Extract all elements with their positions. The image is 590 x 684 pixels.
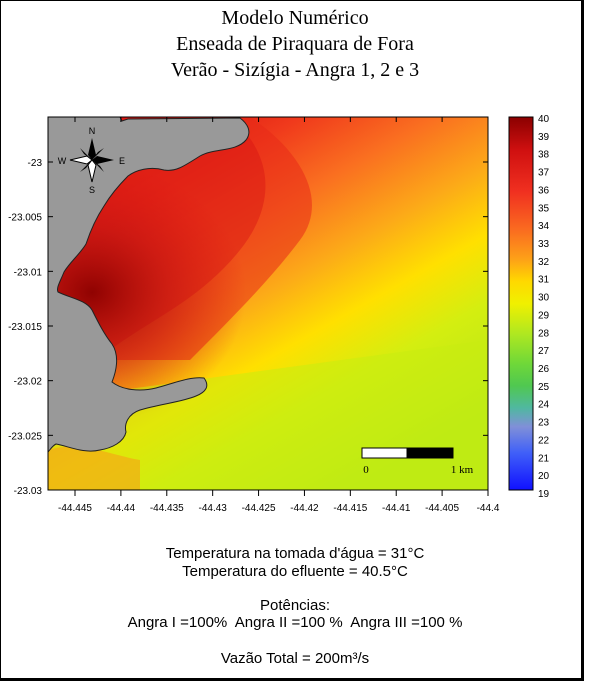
x-tick-label: -44.415 — [333, 503, 367, 514]
colorbar-label: 19 — [538, 489, 550, 500]
y-tick-label: -23.02 — [14, 377, 43, 388]
title-line-2: Enseada de Piraquara de Fora — [176, 33, 414, 55]
colorbar-label: 29 — [538, 310, 550, 321]
x-tick-label: -44.4 — [477, 503, 500, 514]
colorbar-label: 25 — [538, 382, 550, 393]
intake-temperature: Temperatura na tomada d'água = 31°C — [165, 545, 425, 562]
y-tick-label: -23 — [28, 158, 43, 169]
scale-bar: 0 1 km — [361, 447, 474, 476]
scale-bar-start: 0 — [363, 464, 369, 476]
colorbar-label: 28 — [538, 328, 550, 339]
power-values: Angra I =100% Angra II =100 % Angra III … — [0, 614, 590, 632]
colorbar-label: 21 — [538, 453, 550, 464]
title-line-3: Verão - Sizígia - Angra 1, 2 e 3 — [170, 59, 420, 81]
x-tick-label: -44.41 — [382, 503, 411, 514]
colorbar-gradient — [508, 116, 534, 491]
power-values-text: Angra I =100% Angra II =100 % Angra III … — [127, 614, 463, 631]
map-area — [48, 117, 488, 490]
power-heading: Potências: — [259, 597, 331, 614]
x-tick-label: -44.43 — [198, 503, 227, 514]
y-axis-ticks: -23 -23.005 -23.01 -23.015 -23.02 -23.025 -23.… — [8, 158, 488, 497]
colorbar-label: 31 — [538, 275, 550, 286]
colorbar-label: 36 — [538, 185, 550, 196]
compass-s: S — [89, 185, 95, 195]
colorbar-label: 37 — [538, 168, 550, 179]
total-flow: Vazão Total = 200m³/s — [220, 650, 370, 667]
y-tick-label: -23.03 — [14, 486, 43, 497]
scale-bar-end: 1 km — [451, 464, 474, 476]
colorbar-label: 24 — [538, 400, 550, 411]
colorbar-label: 20 — [538, 471, 550, 482]
compass-e: E — [119, 156, 125, 166]
colorbar-label: 33 — [538, 239, 550, 250]
title-line-1: Modelo Numérico — [221, 7, 369, 29]
compass-n: N — [89, 126, 96, 136]
effluent-temperature: Temperatura do efluente = 40.5°C — [182, 563, 408, 580]
x-tick-label: -44.42 — [290, 503, 319, 514]
colorbar-label: 30 — [538, 293, 550, 304]
x-tick-label: -44.445 — [58, 503, 92, 514]
colorbar-label: 23 — [538, 418, 550, 429]
colorbar-labels: 40 39 38 37 36 35 34 33 32 31 30 29 28 27 26 25 24 23 22 21… — [538, 114, 550, 500]
colorbar-label: 40 — [538, 114, 550, 125]
y-tick-label: -23.01 — [14, 267, 43, 278]
y-tick-label: -23.025 — [8, 431, 42, 442]
colorbar: 40 39 38 37 36 35 34 33 32 31 30 29 28 27 26 25 24 23 22 21… — [508, 114, 550, 500]
x-tick-label: -44.435 — [150, 503, 184, 514]
x-axis-ticks: -44.445 -44.44 -44.435 -44.43 -44.425 -44.42 -… — [58, 117, 500, 514]
colorbar-label: 35 — [538, 203, 550, 214]
colorbar-label: 32 — [538, 257, 550, 268]
colorbar-label: 22 — [538, 435, 550, 446]
compass-rose-icon: N S W E — [58, 126, 125, 195]
colorbar-label: 34 — [538, 221, 550, 232]
colorbar-label: 27 — [538, 346, 550, 357]
south-warm-patch — [48, 446, 140, 490]
y-tick-label: -23.015 — [8, 322, 42, 333]
compass-w: W — [58, 156, 67, 166]
colorbar-label: 26 — [538, 364, 550, 375]
colorbar-label: 38 — [538, 150, 550, 161]
y-tick-label: -23.005 — [8, 213, 42, 224]
colorbar-label: 39 — [538, 132, 550, 143]
map-border — [47, 116, 489, 491]
x-tick-label: -44.405 — [425, 503, 459, 514]
land-mass — [48, 117, 250, 453]
x-tick-label: -44.44 — [107, 503, 136, 514]
x-tick-label: -44.425 — [242, 503, 276, 514]
